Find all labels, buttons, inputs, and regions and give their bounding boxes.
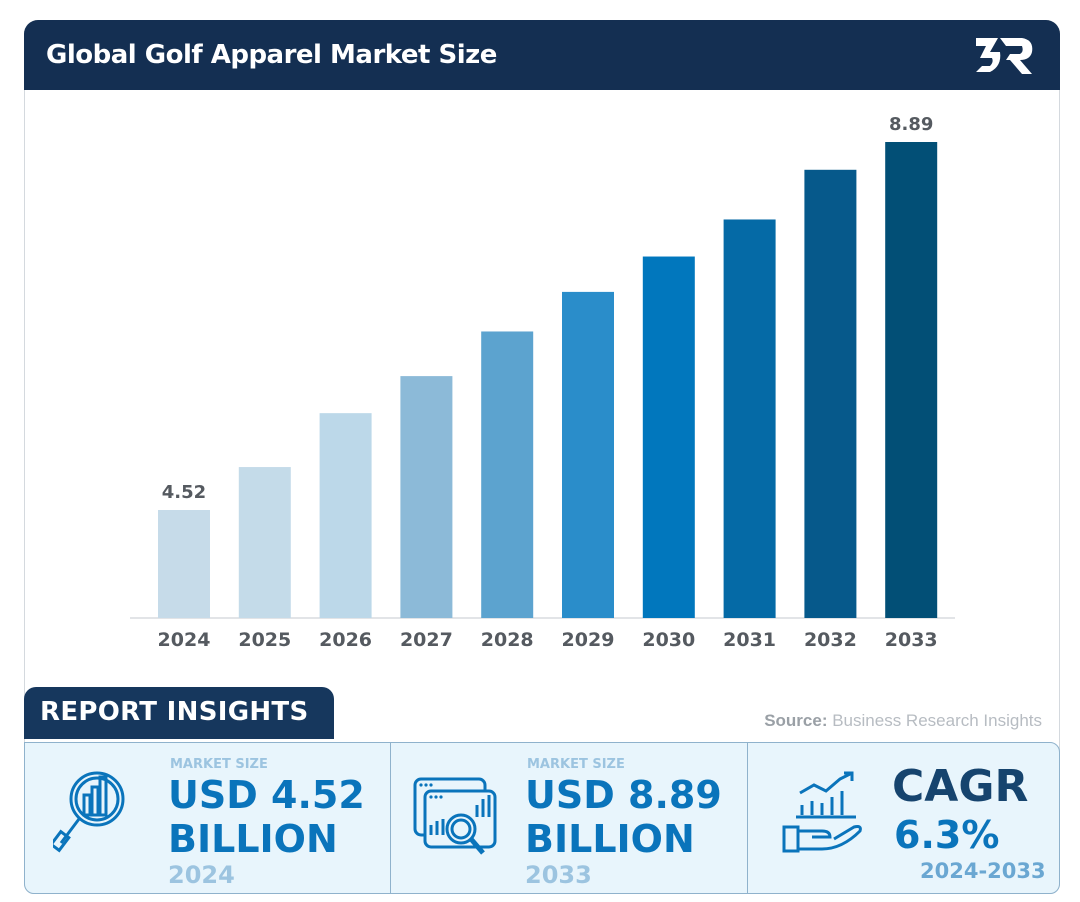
market-size-value: USD 4.52	[168, 773, 365, 817]
x-tick-label: 2030	[642, 629, 695, 651]
market-size-caption: MARKET SIZE	[527, 757, 625, 772]
x-tick-label: 2024	[158, 629, 211, 651]
insight-market-size-2024: MARKET SIZE USD 4.52 BILLION 2024	[25, 743, 390, 893]
x-tick-label: 2028	[481, 629, 534, 651]
x-tick-label: 2025	[238, 629, 291, 651]
data-label-2033: 8.89	[889, 114, 933, 135]
page-title: Global Golf Apparel Market Size	[46, 40, 497, 70]
magnifier-chart-icon	[53, 771, 125, 853]
insight-cagr: CAGR 6.3% 2024-2033	[748, 743, 1058, 893]
market-size-caption: MARKET SIZE	[170, 757, 268, 772]
bar-2025	[238, 467, 291, 618]
br-logo-icon	[976, 38, 1033, 74]
bar-2032	[804, 169, 857, 618]
header-bar: Global Golf Apparel Market Size	[24, 20, 1060, 90]
x-tick-label: 2032	[804, 629, 857, 651]
bar-chart: 4.52 8.89 2024 2025 2026 2027 2028 2029 2030 203…	[130, 114, 955, 651]
bar-2033	[885, 142, 938, 618]
insights-panel: MARKET SIZE USD 4.52 BILLION 2024 M	[24, 742, 1060, 894]
report-insights-tab: REPORT INSIGHTS	[24, 687, 334, 739]
source-note: Source: Business Research Insights	[764, 711, 1042, 731]
bar-2024	[158, 510, 210, 618]
data-label-2024: 4.52	[162, 482, 206, 503]
market-size-value: USD 8.89	[525, 773, 722, 817]
x-tick-label: 2026	[319, 629, 372, 651]
bar-2030	[642, 256, 695, 618]
bar-2028	[481, 331, 534, 618]
x-tick-label: 2027	[400, 629, 453, 651]
source-value: Business Research Insights	[827, 711, 1042, 730]
x-tick-label: 2033	[885, 629, 938, 651]
x-tick-label: 2029	[562, 629, 615, 651]
hand-growth-icon	[782, 771, 862, 853]
bar-2027	[400, 376, 453, 618]
window-analytics-icon	[413, 777, 497, 855]
cagr-label: CAGR	[892, 761, 1029, 812]
market-size-unit: BILLION	[168, 817, 338, 861]
cagr-value: 6.3%	[894, 813, 1000, 857]
divider	[390, 743, 391, 893]
insight-market-size-2033: MARKET SIZE USD 8.89 BILLION 2033	[391, 743, 747, 893]
report-insights-label: REPORT INSIGHTS	[40, 697, 309, 727]
source-label: Source:	[764, 711, 828, 730]
bar-2031	[723, 219, 776, 618]
bar-2029	[562, 291, 614, 618]
market-size-year: 2033	[525, 861, 592, 889]
market-size-unit: BILLION	[525, 817, 695, 861]
divider	[747, 743, 748, 893]
market-size-year: 2024	[168, 861, 235, 889]
cagr-range: 2024-2033	[920, 859, 1046, 883]
bar-2026	[319, 413, 372, 618]
x-tick-label: 2031	[723, 629, 776, 651]
